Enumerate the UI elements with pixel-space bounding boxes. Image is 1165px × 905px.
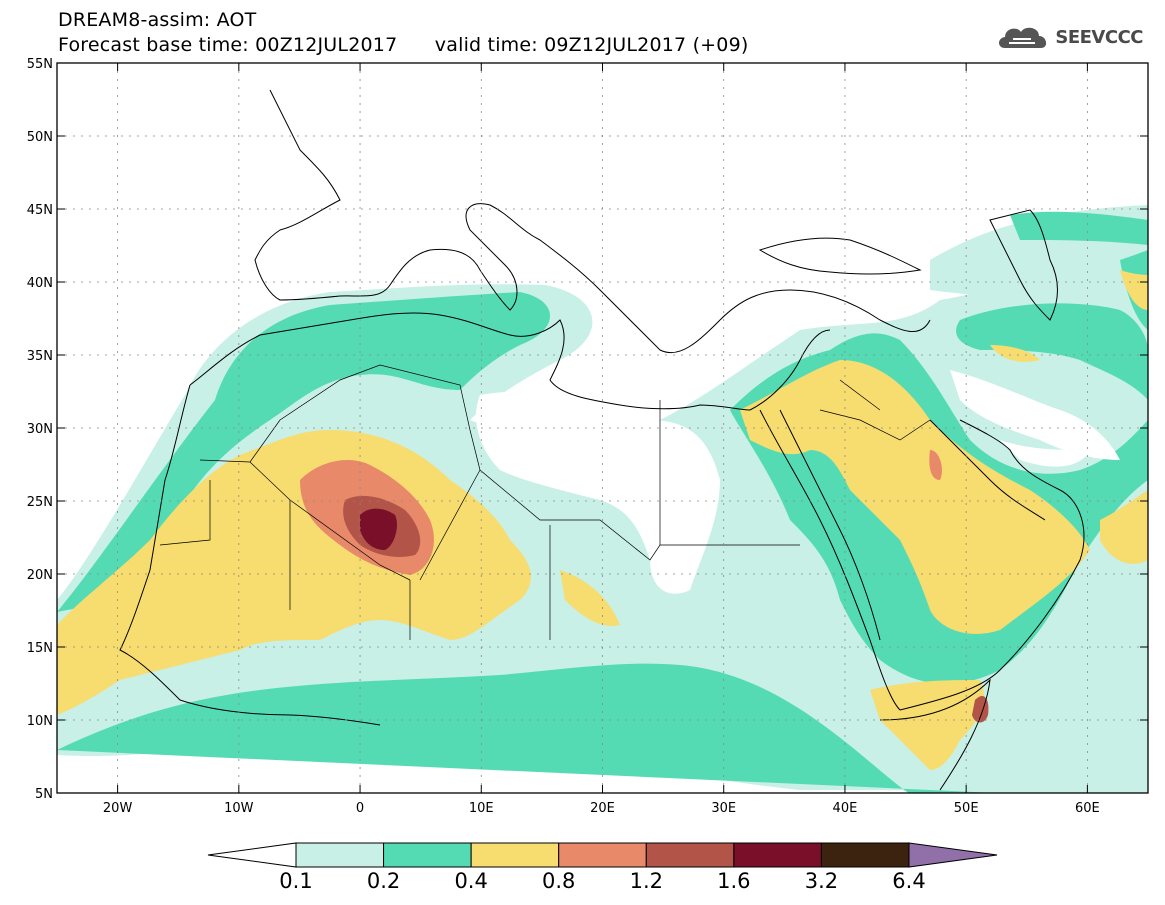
colorbar-label: 1.2 [630,869,663,893]
colorbar-swatch [383,842,472,868]
lon-label-20E: 20E [590,801,615,816]
colorbar-label: 0.8 [542,869,575,893]
coastlines [119,89,1085,791]
valid-time-label: valid time: 09Z12JUL2017 (+09) [434,34,749,56]
base-time-label: Forecast base time: 00Z12JUL2017 [58,34,398,56]
lon-label-60E: 60E [1075,801,1100,816]
lon-label-30E: 30E [711,801,736,816]
seevccc-logo: SEEVCCC [995,22,1143,52]
lat-label-45N: 45N [27,203,53,218]
country-borders [159,364,931,640]
longitude-labels: 20W 10W 0 10E 20E 30E 40E 50E 60E [103,63,1100,816]
colorbar-label: 1.6 [717,869,750,893]
lat-label-5N: 5N [35,787,53,802]
lat-label-50N: 50N [27,130,53,145]
colorbar-label: 6.4 [892,869,925,893]
aot-contour-1.6 [360,508,397,550]
logo-text: SEEVCCC [1055,26,1143,48]
lon-label-50E: 50E [954,801,979,816]
colorbar-arrow-high [908,842,998,868]
lon-label-0: 0 [356,801,364,816]
map-subtitle: Forecast base time: 00Z12JUL2017 valid t… [58,34,749,56]
colorbar-swatch [733,842,822,868]
aot-clear-regions [476,370,1120,594]
colorbar-label: 0.1 [279,869,312,893]
colorbar-label: 0.2 [367,869,400,893]
lat-label-35N: 35N [27,349,53,364]
colorbar-label: 3.2 [805,869,838,893]
colorbar-swatch [470,842,560,868]
colorbar-swatch [645,842,735,868]
lat-label-55N: 55N [27,57,53,72]
lon-label-10W: 10W [224,801,254,816]
lat-label-25N: 25N [27,495,53,510]
map-title: DREAM8-assim: AOT [58,9,257,31]
lon-label-40E: 40E [833,801,858,816]
map-gridlines [57,63,1148,793]
cloud-logo-icon [999,27,1047,48]
lat-label-40N: 40N [27,276,53,291]
lat-label-10N: 10N [27,714,53,729]
lat-label-20N: 20N [27,568,53,583]
lat-label-30N: 30N [27,422,53,437]
colorbar-swatch [295,842,385,868]
lon-label-20W: 20W [103,801,133,816]
colorbar: 0.1 0.2 0.4 0.8 1.2 1.6 3.2 6.4 [207,842,998,893]
lat-label-15N: 15N [27,641,53,656]
lon-label-10E: 10E [469,801,494,816]
colorbar-swatch [820,842,910,868]
colorbar-swatch [558,842,647,868]
colorbar-arrow-low [207,842,297,868]
colorbar-label: 0.4 [454,869,487,893]
latitude-labels: 55N 50N 45N 40N 35N 30N 25N 20N 15N 10N 5N [27,57,1148,802]
